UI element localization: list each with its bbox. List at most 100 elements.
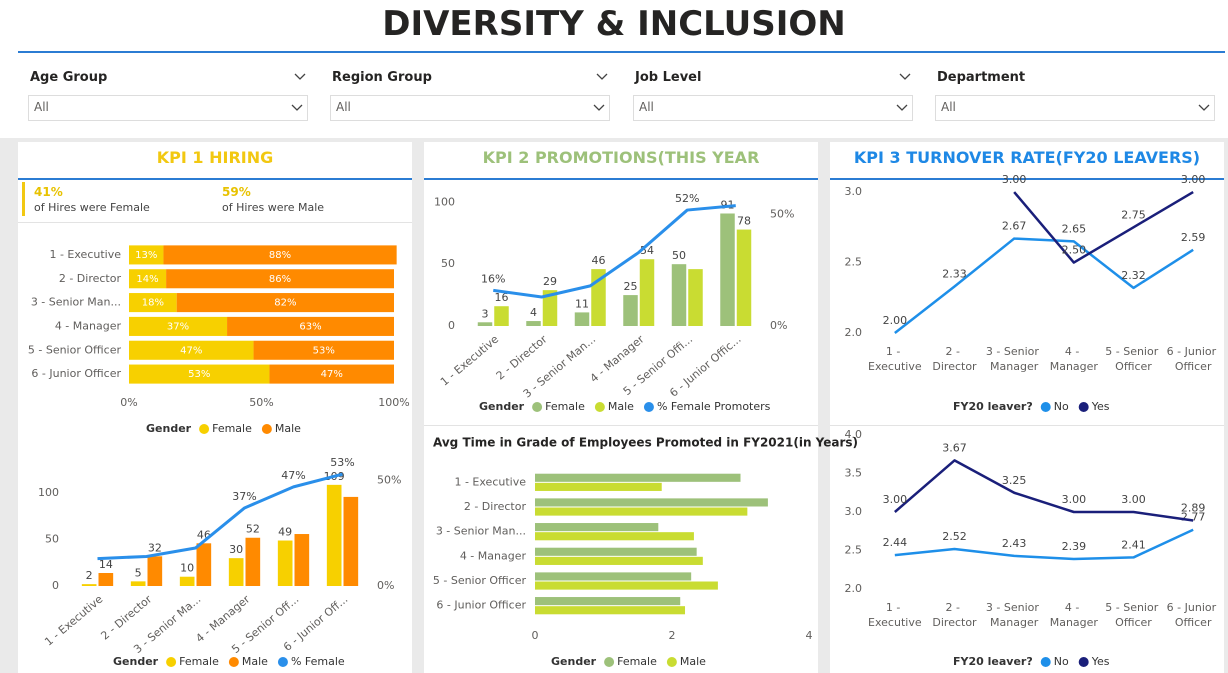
bar-segment [227,316,394,336]
bar [535,556,703,565]
data-label: 3.25 [1002,474,1027,487]
page-title: DIVERSITY & INCLUSION [382,4,846,44]
y2-tick-label: 0% [770,319,787,332]
data-label: 2.41 [1121,538,1146,551]
bar [535,597,681,606]
bar [535,606,686,615]
label-line: 2 - [946,345,964,358]
panel-rule [424,178,818,180]
y-tick-label: 0 [448,319,455,332]
y-tick-label: 4 - Manager [55,319,122,332]
separator [424,425,818,426]
bar-segment [269,364,394,384]
label-line: Manager [1050,616,1099,629]
x-tick-label: 0% [120,396,137,409]
legend-swatch [199,424,210,434]
legend-swatch [532,402,543,412]
bar [535,482,662,491]
data-label: 47% [180,345,202,356]
slicer-dropdown[interactable]: All [330,95,610,121]
x-tick-label: 1 - Executive [438,332,501,388]
bar [494,306,509,326]
data-label: 63% [299,321,321,332]
data-label: 88% [269,250,291,261]
y-tick-label: 3 - Senior Man... [436,525,526,538]
bar [196,543,212,586]
x-tick-label: 1 - Executive [42,592,105,648]
bar [81,584,97,586]
data-label: 52% [675,192,699,205]
y-tick-label: 50 [441,257,455,270]
title-rule [18,51,1225,53]
data-label: 2.75 [1121,208,1146,221]
data-label: 2.33 [942,267,967,280]
slicer-dropdown[interactable]: All [28,95,308,121]
bar [130,581,146,586]
slicer-dropdown[interactable]: All [935,95,1215,121]
y2-tick-label: 50% [377,474,401,487]
data-label: 2.89 [1181,501,1206,514]
kpi-label: of Hires were Male [222,201,325,214]
chevron[interactable] [595,72,609,82]
legend-title: Gender [551,655,597,668]
legend-swatch [1078,657,1089,667]
legend-label: Female [212,422,252,435]
bar [535,523,659,532]
data-label: 3.00 [1181,173,1206,186]
data-label: 53% [330,456,354,469]
data-label: 82% [274,298,296,309]
bar-segment [166,269,394,289]
chevron [291,104,303,111]
slicer-value: All [336,100,351,114]
bar [147,556,163,586]
data-label: 3.00 [1121,493,1146,506]
legend-title: FY20 leaver? [953,655,1033,668]
bar [639,259,655,326]
chevron[interactable] [898,72,912,82]
y2-tick-label: 0% [377,579,394,592]
bar [245,537,261,586]
slicer-dropdown[interactable]: All [633,95,913,121]
kpi-value: 41% [34,185,63,199]
bar [98,573,114,586]
bar [688,269,703,326]
bar [574,312,590,326]
data-label: 14% [136,274,158,285]
legend-swatch [643,402,654,412]
x-tick-label: 0 [532,629,539,642]
data-label: 37% [232,490,256,503]
slicer: Department All [935,70,1215,125]
data-label: 29 [543,275,557,288]
label-line: 2 - [946,601,964,614]
y-tick-label: 3.0 [845,185,863,198]
data-label: 10 [180,562,194,575]
data-label: 30 [229,543,243,556]
chevron[interactable] [293,72,307,82]
y-tick-label: 50 [45,533,59,546]
label-line: 3 - Senior [986,345,1043,358]
x-tick-label: 2 - Director [932,601,977,629]
data-label: 13% [135,250,157,261]
bar [535,507,748,516]
data-label: 2 [86,569,93,582]
x-tick-label: 100% [378,396,409,409]
label-line: Executive [868,616,922,629]
bar-segment [129,245,164,265]
legend-label: Male [608,400,634,413]
y-tick-label: 2 - Director [464,500,527,513]
legend-label: Female [179,655,219,668]
label-line: 5 - Senior [1105,345,1162,358]
slicer-label: Region Group [332,70,432,85]
y-tick-label: 2.0 [845,326,863,339]
legend-swatch [604,657,615,667]
y-tick-label: 3.5 [845,467,863,480]
y-tick-label: 0 [52,579,59,592]
panel: KPI 3 TURNOVER RATE(FY20 LEAVERS) [830,142,1224,673]
legend-label: Male [242,655,268,668]
x-tick-label: 50% [249,396,273,409]
data-label: 3.00 [883,493,908,506]
x-tick-label: 6 - Junior Officer [1167,345,1220,373]
label-line: Executive [868,360,922,373]
chevron [896,104,908,111]
